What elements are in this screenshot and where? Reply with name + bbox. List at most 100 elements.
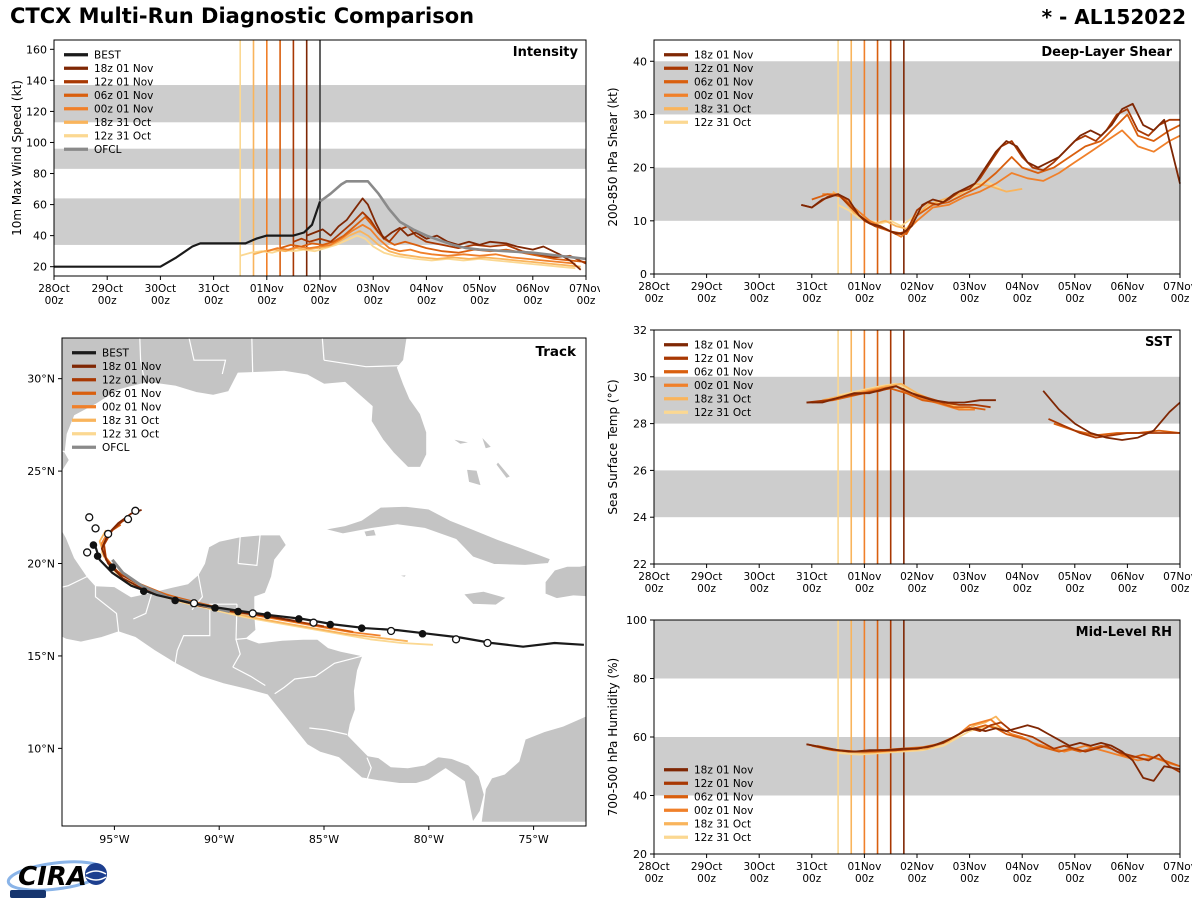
panel-title: Mid-Level RH [1076,625,1172,640]
x-tick-label: 00z [908,873,927,885]
mid-level-rh-chart: 2040608010028Oct00z29Oct00z30Oct00z31Oct… [606,614,1192,885]
political-border [133,592,153,620]
track-fix-filled [93,552,102,560]
x-tick-label: 30Oct [743,861,775,873]
x-tick-label: 00z [1171,583,1190,595]
logo-globe-icon [85,863,107,885]
legend-label-r12z31: 12z 31 Oct [94,130,151,142]
y-tick-label: 40 [633,790,647,803]
x-tick-label: 28Oct [638,571,670,583]
x-tick-label: 00z [908,583,927,595]
x-tick-label: 00z [802,873,821,885]
y-tick-label: 140 [26,74,47,87]
x-tick-label: 31Oct [796,571,828,583]
legend-label-best: BEST [102,347,130,359]
y-tick-label: 24 [633,511,647,524]
legend-label-ofcl: OFCL [94,144,122,156]
legend-label-r06z01: 06z 01 Nov [694,76,753,88]
series-line-r12z01 [1048,418,1180,439]
y-tick-label: 10 [633,215,647,228]
x-tick-label: 06Nov [516,283,550,295]
y-tick-label: 40 [633,55,647,68]
category-band [654,61,1180,115]
category-band [654,620,1180,679]
lat-tick-label: 20°N [27,558,55,571]
x-tick-label: 00z [750,873,769,885]
landmass [363,528,377,538]
y-tick-label: 26 [633,464,647,477]
legend-label-r00z01: 00z 01 Nov [694,90,753,102]
series-line-r00z01 [266,223,576,265]
legend-label-r06z01: 06z 01 Nov [94,90,153,102]
track-fix-open [85,513,94,522]
political-border [309,727,348,736]
y-tick-label: 20 [33,261,47,274]
track-fix-open [83,548,92,557]
y-tick-label: 0 [640,268,647,281]
track-fix-filled [326,620,335,629]
x-tick-label: 28Oct [38,283,70,295]
y-tick-label: 60 [33,199,47,212]
x-tick-label: 00z [750,293,769,305]
panel-title: Track [536,344,577,360]
x-tick-label: 00z [960,583,979,595]
x-tick-label: 05Nov [1058,571,1092,583]
x-tick-label: 04Nov [1005,861,1039,873]
legend-label-r18z31: 18z 31 Oct [694,393,751,405]
series-line-ofcl [319,180,587,261]
political-border [237,536,241,564]
legend-label-r18z01: 18z 01 Nov [694,339,753,351]
x-tick-label: 07Nov [569,283,600,295]
series-line-r18z01 [806,724,1181,782]
intensity-chart: 2040608010012014016028Oct00z29Oct00z30Oc… [10,39,600,307]
y-tick-label: 80 [633,673,647,686]
x-tick-label: 03Nov [953,281,987,293]
x-tick-label: 00z [364,295,383,307]
x-tick-label: 07Nov [1163,571,1192,583]
political-border [366,757,372,780]
x-tick-label: 00z [1065,293,1084,305]
x-tick-label: 04Nov [409,283,443,295]
track-map: 95°W 90°W 85°W 80°W 75°W 10°N 15°N 20°N 25°N 30°N… [27,337,587,846]
plot-frame [653,329,1181,565]
legend-label-r00z01: 00z 01 Nov [94,103,153,115]
legend-label-r00z01: 00z 01 Nov [694,380,753,392]
track-fix-open [386,626,396,636]
x-tick-label: 31Oct [796,861,828,873]
series-line-r18z31 [253,230,581,268]
track-fix-filled [171,596,179,605]
track-fix-filled [295,615,303,623]
legend-label-r06z01: 06z 01 Nov [694,366,753,378]
y-tick-label: 120 [26,105,47,118]
lon-tick-label: 80°W [414,833,444,846]
x-tick-label: 00z [908,293,927,305]
y-tick-label: 100 [26,136,47,149]
y-tick-label: 80 [33,168,47,181]
x-tick-label: 00z [523,295,542,307]
legend-label-r18z31: 18z 31 Oct [694,103,751,115]
track-fix-filled [139,587,148,596]
track-fix-open [91,524,100,533]
political-border [238,534,261,567]
track-fix-filled [418,629,427,638]
legend-label-r18z31: 18z 31 Oct [694,818,751,830]
track-line-best [94,546,584,648]
political-border [251,338,254,374]
y-tick-label: 20 [633,848,647,861]
legend-label-r00z01: 00z 01 Nov [102,401,161,413]
lon-tick-label: 75°W [518,833,548,846]
x-tick-label: 02Nov [900,281,934,293]
x-tick-label: 00z [645,293,664,305]
x-tick-label: 01Nov [847,281,881,293]
x-tick-label: 00z [1013,293,1032,305]
x-tick-label: 02Nov [303,283,337,295]
legend-label-r12z01: 12z 01 Nov [94,76,153,88]
category-band [654,376,1180,424]
x-tick-label: 00z [855,293,874,305]
track-fix-open [451,635,461,644]
x-tick-label: 00z [98,295,117,307]
x-tick-label: 00z [1065,873,1084,885]
x-tick-label: 01Nov [847,861,881,873]
x-tick-label: 28Oct [638,861,670,873]
